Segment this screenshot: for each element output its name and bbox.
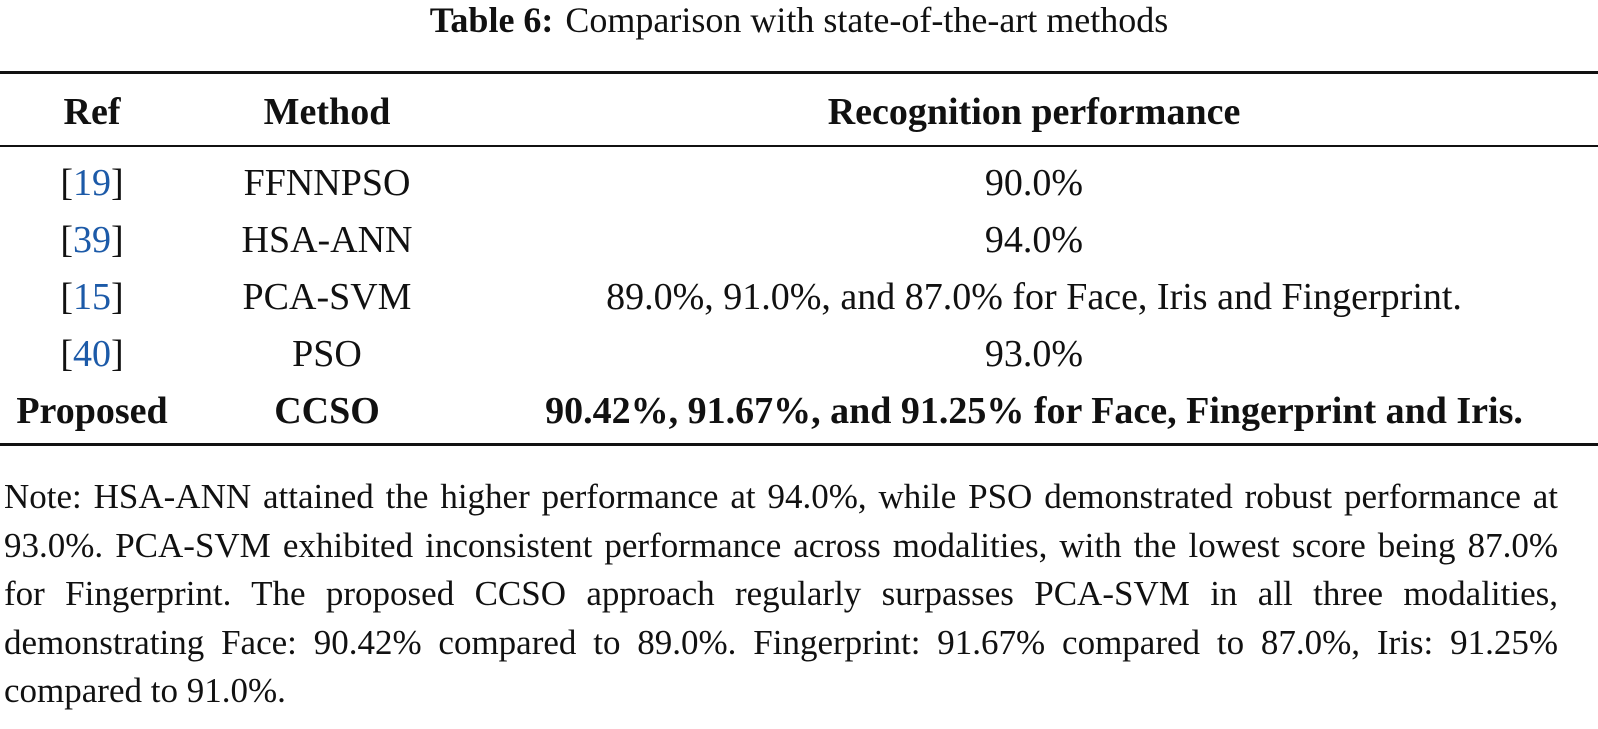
citation-link[interactable]: 39 [73, 219, 111, 261]
header-ref: Ref [63, 91, 121, 133]
ref-cell: [19] [60, 162, 124, 204]
citation-link[interactable]: 40 [73, 333, 111, 375]
method-cell: PCA-SVM [242, 276, 412, 318]
table-note: Note: HSA-ANN attained the higher perfor… [4, 477, 1558, 710]
method-cell: HSA-ANN [241, 219, 413, 261]
header-method: Method [263, 91, 391, 133]
proposed-row: Proposed CCSO 90.42%, 91.67%, and 91.25%… [0, 383, 1598, 440]
proposed-performance-cell: 90.42%, 91.67%, and 91.25% for Face, Fin… [545, 390, 1523, 432]
table-row: [39] HSA-ANN 94.0% [0, 212, 1598, 269]
caption-label: Table 6: [429, 0, 554, 40]
citation-link[interactable]: 15 [73, 276, 111, 318]
table-header-row: Ref Method Recognition performance [0, 84, 1598, 141]
top-rule [0, 71, 1598, 74]
caption-text: Comparison with state-of-the-art methods [565, 0, 1169, 40]
performance-cell: 94.0% [984, 219, 1084, 261]
header-recognition-performance: Recognition performance [827, 91, 1241, 133]
ref-cell: [40] [60, 333, 124, 375]
header-rule [0, 145, 1598, 147]
ref-cell: [39] [60, 219, 124, 261]
table-row: [19] FFNNPSO 90.0% [0, 155, 1598, 212]
ref-cell: [15] [60, 276, 124, 318]
citation-link[interactable]: 19 [73, 162, 111, 204]
table-row: [15] PCA-SVM 89.0%, 91.0%, and 87.0% for… [0, 269, 1598, 326]
table-row: [40] PSO 93.0% [0, 326, 1598, 383]
performance-cell: 90.0% [984, 162, 1084, 204]
performance-cell: 89.0%, 91.0%, and 87.0% for Face, Iris a… [606, 276, 1462, 318]
bottom-rule [0, 443, 1598, 446]
proposed-method-cell: CCSO [274, 390, 380, 432]
table-caption: Table 6: Comparison with state-of-the-art… [0, 0, 1598, 44]
proposed-ref-cell: Proposed [16, 390, 168, 432]
method-cell: FFNNPSO [243, 162, 411, 204]
method-cell: PSO [292, 333, 362, 375]
performance-cell: 93.0% [984, 333, 1084, 375]
